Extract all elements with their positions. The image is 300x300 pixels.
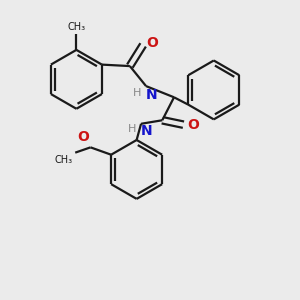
Text: H: H	[133, 88, 142, 98]
Text: O: O	[187, 118, 199, 132]
Text: N: N	[146, 88, 158, 102]
Text: O: O	[77, 130, 89, 144]
Text: O: O	[147, 36, 158, 50]
Text: N: N	[141, 124, 153, 138]
Text: CH₃: CH₃	[55, 155, 73, 165]
Text: CH₃: CH₃	[67, 22, 86, 32]
Text: H: H	[128, 124, 136, 134]
